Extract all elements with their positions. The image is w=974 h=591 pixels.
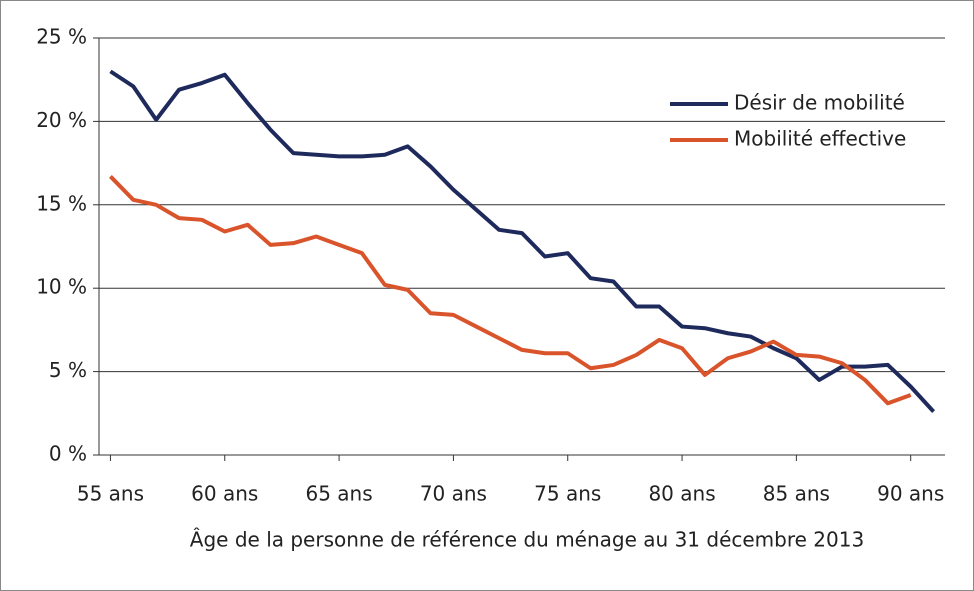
x-tick-label: 65 ans (305, 482, 372, 506)
y-tick-label: 5 % (49, 358, 87, 382)
x-tick-label: 70 ans (420, 482, 487, 506)
x-tick-label: 60 ans (191, 482, 258, 506)
legend-label: Mobilité effective (734, 127, 906, 151)
y-tick-label: 15 % (36, 191, 87, 215)
x-tick-label: 80 ans (648, 482, 715, 506)
x-axis-label: Âge de la personne de référence du ménag… (190, 528, 864, 552)
y-tick-label: 20 % (36, 108, 87, 132)
x-tick-label: 85 ans (763, 482, 830, 506)
legend-label: Désir de mobilité (734, 91, 905, 115)
y-tick-label: 0 % (49, 442, 87, 466)
y-tick-label: 10 % (36, 275, 87, 299)
series-line (109, 69, 936, 413)
x-tick-label: 75 ans (534, 482, 601, 506)
x-tick-label: 55 ans (77, 482, 144, 506)
y-tick-label: 25 % (36, 25, 87, 49)
x-tick-label: 90 ans (877, 482, 944, 506)
series-line (109, 175, 912, 406)
